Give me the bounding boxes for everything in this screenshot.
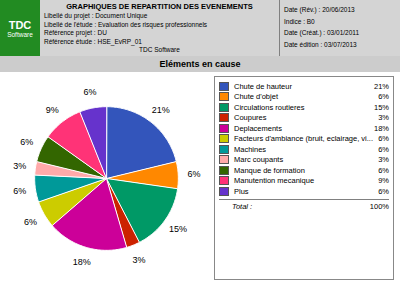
html-text:Circulations routieres: Circulations routieres	[234, 102, 305, 112]
svg-text:3%: 3%	[13, 161, 26, 171]
svg-text:9%: 9%	[46, 104, 59, 114]
html-text:3%: 3%	[378, 155, 389, 164]
svg-text:18%: 18%	[73, 257, 91, 267]
html-text:Manque de formation: Manque de formation	[234, 165, 305, 175]
html-text:6%: 6%	[378, 186, 389, 196]
html-text:9%: 9%	[378, 176, 389, 185]
html-text:Date (Rév.) : 20/06/2013: Date (Rév.) : 20/06/2013	[284, 6, 355, 13]
html-text:Plus: Plus	[234, 186, 249, 196]
html-text:15%: 15%	[374, 102, 389, 112]
html-text:Software: Software	[7, 30, 33, 38]
svg-text:6%: 6%	[188, 169, 201, 179]
html-text:Machines: Machines	[234, 144, 267, 154]
html-text:Coupures: Coupures	[234, 113, 267, 122]
html-text:6%: 6%	[378, 92, 389, 101]
html-text:Eléments en cause: Eléments en cause	[159, 59, 241, 69]
html-text:Indice : B0: Indice : B0	[284, 17, 315, 25]
svg-text:6%: 6%	[24, 217, 37, 227]
html-text:Manutention mecanique: Manutention mecanique	[234, 176, 315, 185]
html-text:Facteurs d'ambiance (bruit, ec: Facteurs d'ambiance (bruit, eclairage, v…	[234, 134, 373, 143]
html-text:Référence projet : DU: Référence projet : DU	[44, 29, 107, 37]
html-text:6%: 6%	[378, 144, 389, 154]
html-text:Référence étude : HSE_EvRP_01: Référence étude : HSE_EvRP_01	[44, 37, 142, 45]
html-text:TDC: TDC	[8, 18, 32, 31]
svg-text:15%: 15%	[169, 224, 187, 234]
svg-text:6%: 6%	[83, 87, 96, 97]
svg-text:6%: 6%	[20, 137, 33, 147]
html-text:Libellé du projet : Document U: Libellé du projet : Document Unique	[44, 12, 148, 19]
html-text:TDC Software: TDC Software	[139, 46, 180, 54]
html-text:18%: 18%	[374, 123, 389, 133]
html-text:Chute de hauteur: Chute de hauteur	[234, 81, 292, 91]
html-text:GRAPHIQUES DE REPARTITION DES: GRAPHIQUES DE REPARTITION DES EVENEMENTS	[66, 2, 253, 11]
svg-text:6%: 6%	[13, 186, 26, 196]
html-text:Chute d'objet: Chute d'objet	[234, 92, 278, 101]
html-text:Date édition : 03/07/2013: Date édition : 03/07/2013	[284, 40, 357, 48]
html-text:Deplacements: Deplacements	[234, 123, 282, 133]
html-text:Total :: Total :	[232, 201, 253, 211]
svg-text:3%: 3%	[133, 255, 146, 265]
html-text:100%: 100%	[369, 201, 389, 211]
html-text:Date (Créat.) : 03/01/2011: Date (Créat.) : 03/01/2011	[284, 29, 359, 36]
svg-text:21%: 21%	[152, 104, 170, 114]
html-text:21%: 21%	[374, 81, 389, 91]
html-text:Libellé de l'étude : Evaluatio: Libellé de l'étude : Evaluation des risq…	[44, 20, 208, 28]
html-text:Marc coupants: Marc coupants	[234, 155, 284, 164]
html-text:3%: 3%	[378, 113, 389, 122]
html-text:6%: 6%	[378, 134, 389, 143]
html-text:6%: 6%	[378, 165, 389, 175]
